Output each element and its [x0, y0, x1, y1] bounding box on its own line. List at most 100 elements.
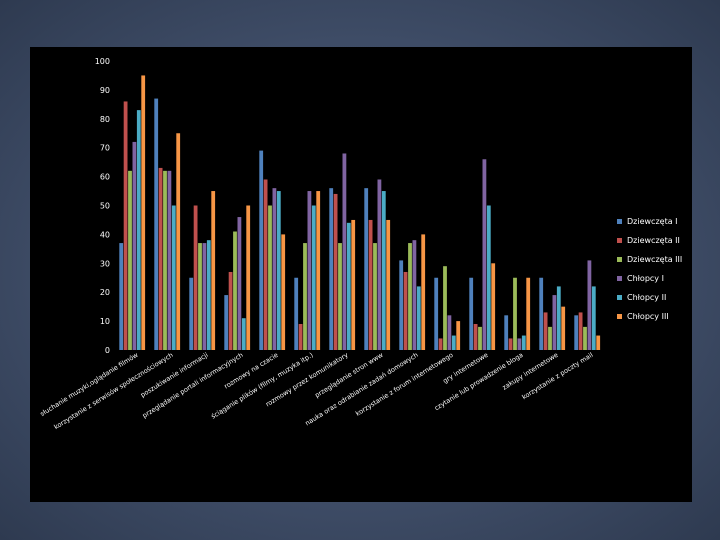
bar-chłopcy-i-5 [307, 191, 312, 350]
bar-chłopcy-ii-11 [521, 335, 526, 350]
bar-chłopcy-iii-4 [281, 234, 286, 350]
bar-chłopcy-i-12 [552, 295, 557, 350]
legend-swatch [617, 276, 622, 281]
legend-label: Dziewczęta I [627, 217, 678, 226]
bar-dziewczęta-i-0 [119, 243, 124, 350]
bar-dziewczęta-iii-4 [268, 205, 272, 350]
bar-dziewczęta-iii-6 [338, 243, 342, 350]
bar-chłopcy-iii-11 [526, 277, 531, 350]
legend-swatch [617, 314, 622, 319]
bar-dziewczęta-iii-11 [513, 277, 517, 350]
bar-chłopcy-i-1 [167, 170, 172, 350]
bar-dziewczęta-iii-5 [303, 243, 307, 350]
y-tick-label: 10 [100, 317, 110, 326]
bar-chłopcy-iii-0 [141, 75, 146, 350]
legend-label: Dziewczęta III [627, 255, 682, 264]
y-tick-label: 80 [100, 115, 110, 124]
chart-panel: 0 10 20 30 40 50 60 70 80 90 100 słuchanie muzyki,… [30, 47, 692, 502]
bar-dziewczęta-ii-4 [263, 179, 268, 350]
legend-label: Chłopcy III [627, 312, 669, 321]
bar-chłopcy-ii-9 [451, 335, 456, 350]
bar-chłopcy-iii-12 [561, 306, 566, 350]
bar-chłopcy-iii-3 [246, 205, 251, 350]
bar-dziewczęta-iii-12 [548, 326, 552, 350]
bar-chłopcy-iii-5 [316, 191, 321, 350]
bar-dziewczęta-iii-3 [233, 231, 237, 350]
bar-dziewczęta-ii-5 [298, 323, 303, 350]
bar-chłopcy-i-13 [587, 260, 592, 350]
bar-chłopcy-i-2 [202, 243, 207, 350]
y-tick-label: 100 [95, 57, 110, 66]
bar-dziewczęta-i-9 [434, 277, 439, 350]
bar-chłopcy-iii-13 [596, 335, 601, 350]
bar-chłopcy-i-7 [377, 179, 382, 350]
bar-dziewczęta-iii-13 [583, 326, 587, 350]
bar-chłopcy-ii-10 [486, 205, 491, 350]
bar-dziewczęta-iii-9 [443, 266, 447, 350]
bar-chłopcy-ii-3 [241, 318, 246, 350]
bar-dziewczęta-i-1 [154, 98, 159, 350]
y-tick-label: 70 [100, 144, 110, 153]
bar-chłopcy-i-11 [517, 338, 522, 350]
bar-chłopcy-ii-5 [311, 205, 316, 350]
bar-dziewczęta-i-8 [399, 260, 404, 350]
bar-chłopcy-iii-8 [421, 234, 426, 350]
bar-chłopcy-ii-2 [206, 240, 211, 350]
bar-chłopcy-i-8 [412, 240, 417, 350]
bar-dziewczęta-i-7 [364, 188, 369, 350]
bar-dziewczęta-ii-3 [228, 271, 233, 350]
bar-dziewczęta-i-13 [574, 315, 579, 350]
y-tick-label: 60 [100, 173, 110, 182]
bar-chłopcy-i-3 [237, 217, 242, 350]
bar-chłopcy-iii-1 [176, 133, 181, 350]
bar-chłopcy-i-4 [272, 188, 277, 350]
bar-dziewczęta-ii-11 [508, 338, 513, 350]
y-tick-label: 90 [100, 86, 110, 95]
bar-dziewczęta-ii-0 [123, 101, 128, 351]
bar-dziewczęta-iii-0 [128, 170, 132, 350]
bar-chłopcy-ii-7 [381, 191, 386, 350]
bar-dziewczęta-i-5 [294, 277, 299, 350]
bar-dziewczęta-i-6 [329, 188, 334, 350]
bar-dziewczęta-ii-12 [543, 312, 548, 350]
bar-dziewczęta-ii-7 [368, 219, 373, 350]
bar-chłopcy-ii-12 [556, 286, 561, 350]
bar-chłopcy-ii-6 [346, 222, 351, 350]
bars [119, 75, 601, 351]
bar-chłopcy-ii-13 [591, 286, 596, 350]
bar-chłopcy-ii-0 [136, 110, 141, 350]
bar-dziewczęta-ii-2 [193, 205, 198, 350]
bar-chłopcy-ii-8 [416, 286, 421, 350]
bar-dziewczęta-i-11 [504, 315, 509, 350]
bar-dziewczęta-ii-6 [333, 193, 338, 350]
bar-dziewczęta-iii-1 [163, 170, 167, 350]
legend-swatch [617, 295, 622, 300]
legend-swatch [617, 257, 622, 262]
bar-dziewczęta-i-10 [469, 277, 474, 350]
bar-chłopcy-iii-6 [351, 219, 356, 350]
x-axis-labels: słuchanie muzyki,oglądanie filmówkorzyst… [39, 351, 595, 432]
bar-dziewczęta-ii-13 [578, 312, 583, 350]
bar-chłopcy-i-0 [132, 141, 137, 350]
bar-chłopcy-ii-4 [276, 191, 281, 350]
bar-dziewczęta-iii-7 [373, 243, 377, 350]
legend: Dziewczęta I Dziewczęta II Dziewczęta III C… [617, 217, 682, 321]
legend-label: Chłopcy II [627, 293, 666, 302]
legend-label: Dziewczęta II [627, 236, 680, 245]
legend-swatch [617, 238, 622, 243]
bar-chłopcy-i-6 [342, 153, 347, 350]
y-axis: 0 10 20 30 40 50 60 70 80 90 100 [95, 57, 110, 355]
bar-chłopcy-iii-9 [456, 321, 461, 350]
bar-dziewczęta-i-12 [539, 277, 544, 350]
bar-dziewczęta-iii-10 [478, 326, 482, 350]
legend-swatch [617, 219, 622, 224]
bar-chłopcy-i-9 [447, 315, 452, 350]
bar-chłopcy-iii-2 [211, 191, 216, 350]
y-tick-label: 20 [100, 288, 110, 297]
legend-label: Chłopcy I [627, 274, 664, 283]
bar-dziewczęta-ii-10 [473, 323, 478, 350]
y-tick-label: 50 [100, 202, 110, 211]
bar-dziewczęta-ii-9 [438, 338, 443, 350]
bar-chłopcy-i-10 [482, 159, 487, 350]
